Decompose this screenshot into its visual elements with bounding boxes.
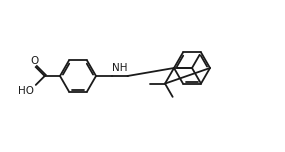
Text: O: O [31, 56, 39, 66]
Text: HO: HO [18, 86, 34, 96]
Text: NH: NH [112, 63, 128, 73]
